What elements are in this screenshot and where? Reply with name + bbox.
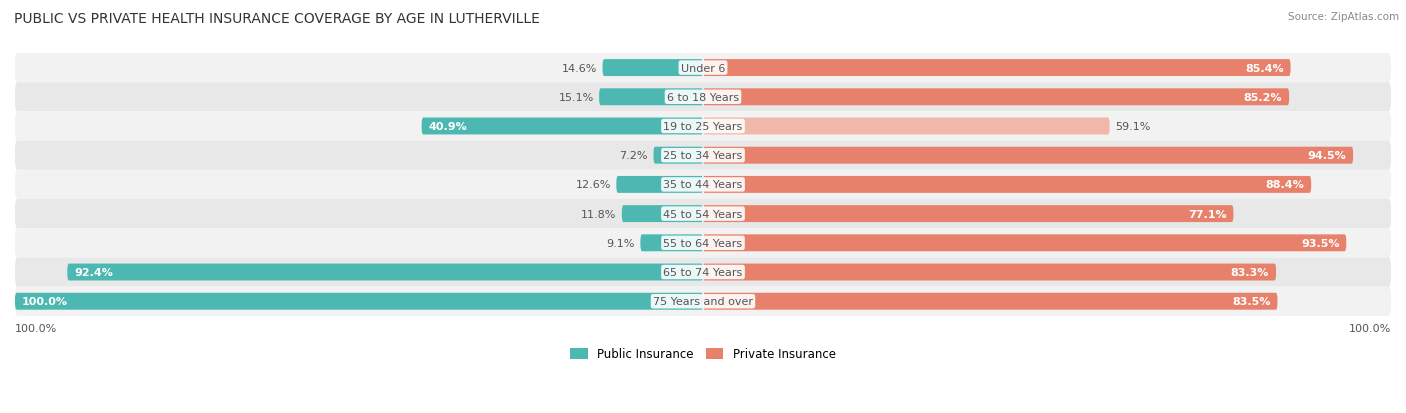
FancyBboxPatch shape bbox=[616, 176, 703, 193]
FancyBboxPatch shape bbox=[703, 235, 1347, 252]
FancyBboxPatch shape bbox=[422, 118, 703, 135]
FancyBboxPatch shape bbox=[67, 264, 703, 281]
Text: 11.8%: 11.8% bbox=[581, 209, 616, 219]
Text: 94.5%: 94.5% bbox=[1308, 151, 1347, 161]
Text: 75 Years and over: 75 Years and over bbox=[652, 297, 754, 306]
Text: 45 to 54 Years: 45 to 54 Years bbox=[664, 209, 742, 219]
FancyBboxPatch shape bbox=[654, 147, 703, 164]
FancyBboxPatch shape bbox=[703, 118, 1109, 135]
Text: 59.1%: 59.1% bbox=[1115, 122, 1150, 132]
Text: 35 to 44 Years: 35 to 44 Years bbox=[664, 180, 742, 190]
FancyBboxPatch shape bbox=[703, 147, 1353, 164]
Text: 55 to 64 Years: 55 to 64 Years bbox=[664, 238, 742, 248]
Text: 40.9%: 40.9% bbox=[429, 122, 467, 132]
FancyBboxPatch shape bbox=[15, 171, 1391, 199]
Text: 100.0%: 100.0% bbox=[1348, 323, 1391, 333]
Text: 12.6%: 12.6% bbox=[575, 180, 610, 190]
Text: 6 to 18 Years: 6 to 18 Years bbox=[666, 93, 740, 102]
Text: Under 6: Under 6 bbox=[681, 64, 725, 74]
FancyBboxPatch shape bbox=[703, 264, 1277, 281]
FancyBboxPatch shape bbox=[15, 112, 1391, 141]
Text: 85.2%: 85.2% bbox=[1244, 93, 1282, 102]
FancyBboxPatch shape bbox=[703, 60, 1291, 77]
Text: 65 to 74 Years: 65 to 74 Years bbox=[664, 267, 742, 278]
FancyBboxPatch shape bbox=[15, 54, 1391, 83]
Text: 100.0%: 100.0% bbox=[22, 297, 67, 306]
FancyBboxPatch shape bbox=[703, 293, 1278, 310]
FancyBboxPatch shape bbox=[15, 293, 703, 310]
FancyBboxPatch shape bbox=[599, 89, 703, 106]
Text: 14.6%: 14.6% bbox=[561, 64, 598, 74]
Text: 85.4%: 85.4% bbox=[1246, 64, 1284, 74]
Legend: Public Insurance, Private Insurance: Public Insurance, Private Insurance bbox=[565, 343, 841, 366]
FancyBboxPatch shape bbox=[15, 141, 1391, 171]
Text: 93.5%: 93.5% bbox=[1301, 238, 1340, 248]
FancyBboxPatch shape bbox=[15, 258, 1391, 287]
FancyBboxPatch shape bbox=[15, 229, 1391, 258]
Text: 77.1%: 77.1% bbox=[1188, 209, 1226, 219]
Text: 19 to 25 Years: 19 to 25 Years bbox=[664, 122, 742, 132]
FancyBboxPatch shape bbox=[603, 60, 703, 77]
FancyBboxPatch shape bbox=[621, 206, 703, 223]
FancyBboxPatch shape bbox=[703, 89, 1289, 106]
FancyBboxPatch shape bbox=[15, 83, 1391, 112]
FancyBboxPatch shape bbox=[703, 176, 1312, 193]
Text: 25 to 34 Years: 25 to 34 Years bbox=[664, 151, 742, 161]
Text: PUBLIC VS PRIVATE HEALTH INSURANCE COVERAGE BY AGE IN LUTHERVILLE: PUBLIC VS PRIVATE HEALTH INSURANCE COVER… bbox=[14, 12, 540, 26]
FancyBboxPatch shape bbox=[15, 287, 1391, 316]
Text: 15.1%: 15.1% bbox=[558, 93, 593, 102]
Text: 9.1%: 9.1% bbox=[606, 238, 636, 248]
Text: 92.4%: 92.4% bbox=[75, 267, 112, 278]
Text: 100.0%: 100.0% bbox=[15, 323, 58, 333]
Text: 83.3%: 83.3% bbox=[1230, 267, 1270, 278]
FancyBboxPatch shape bbox=[703, 206, 1233, 223]
Text: Source: ZipAtlas.com: Source: ZipAtlas.com bbox=[1288, 12, 1399, 22]
FancyBboxPatch shape bbox=[15, 199, 1391, 229]
Text: 88.4%: 88.4% bbox=[1265, 180, 1305, 190]
Text: 83.5%: 83.5% bbox=[1232, 297, 1271, 306]
Text: 7.2%: 7.2% bbox=[620, 151, 648, 161]
FancyBboxPatch shape bbox=[640, 235, 703, 252]
